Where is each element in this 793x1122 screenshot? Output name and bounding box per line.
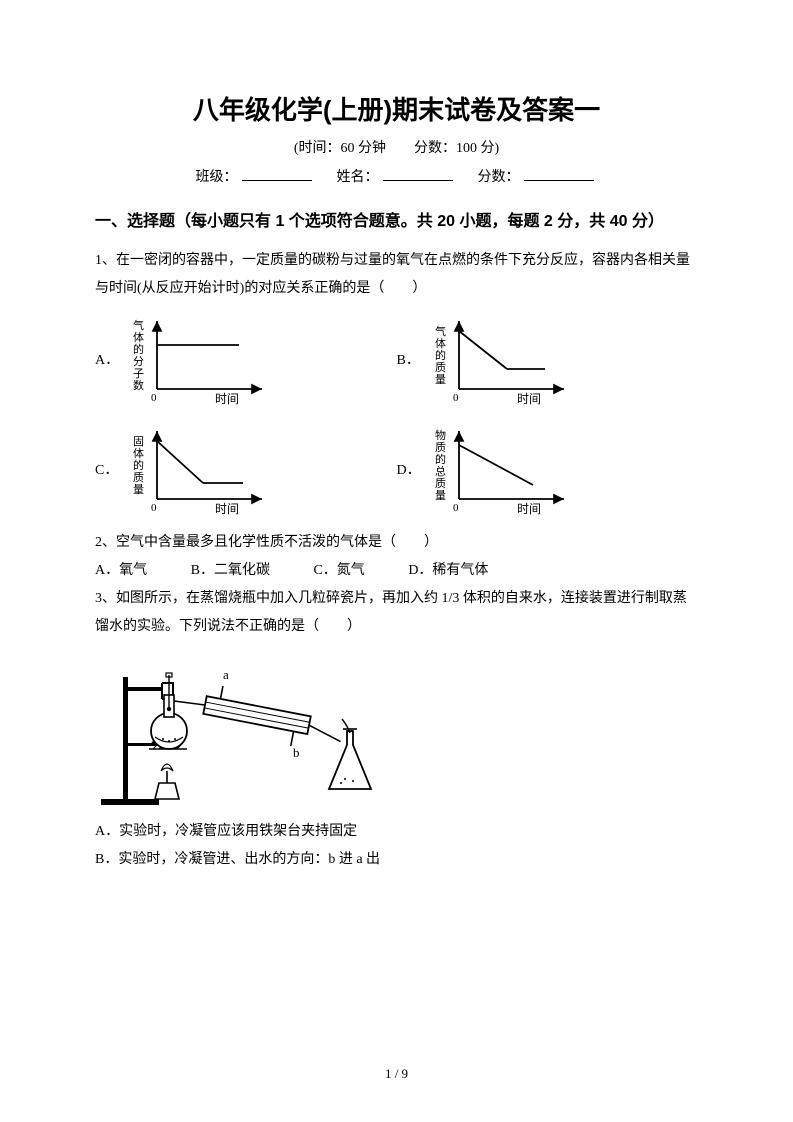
svg-text:气: 气 [133, 318, 144, 332]
page-number: 1 / 9 [0, 1066, 793, 1082]
info-line: 班级： 姓名： 分数： [95, 165, 698, 186]
svg-text:时间: 时间 [517, 392, 541, 406]
q1-chart-row-1: A． 气 体 的 分 子 数 0 时间 B． 气 体 的 质 量 0 [95, 309, 698, 409]
q1-A-label: A． [95, 349, 123, 369]
name-label: 姓名： [337, 170, 379, 185]
svg-text:气: 气 [435, 324, 446, 338]
section-1-head: 一、选择题（每小题只有 1 个选项符合题意。共 20 小题，每题 2 分，共 4… [95, 204, 698, 241]
q1-B-label: B． [397, 349, 425, 369]
svg-text:的: 的 [133, 342, 144, 356]
q1-C-label: C． [95, 459, 123, 479]
class-label: 班级： [196, 170, 238, 185]
svg-text:的: 的 [133, 458, 144, 472]
svg-text:质: 质 [435, 477, 446, 490]
svg-text:固: 固 [133, 435, 144, 448]
svg-text:0: 0 [453, 392, 459, 404]
q1-chart-row-2: C． 固 体 的 质 量 0 时间 D． 物 质 的 总 质 量 0 [95, 419, 698, 519]
svg-text:总: 总 [435, 464, 446, 478]
q1-chart-A: 气 体 的 分 子 数 0 时间 [123, 309, 278, 409]
svg-text:质: 质 [435, 361, 446, 374]
svg-text:的: 的 [435, 348, 446, 362]
svg-text:物: 物 [435, 428, 446, 442]
q3-opt-B: B．实验时，冷凝管进、出水的方向：b 进 a 出 [95, 846, 698, 874]
q1-D-label: D． [397, 459, 425, 479]
q3-text: 3、如图所示，在蒸馏烧瓶中加入几粒碎瓷片，再加入约 1/3 体积的自来水，连接装… [95, 585, 698, 641]
q2-opts: A．氧气 B．二氧化碳 C．氮气 D．稀有气体 [95, 557, 698, 585]
q1-chart-D: 物 质 的 总 质 量 0 时间 [425, 419, 580, 519]
svg-text:体: 体 [133, 446, 144, 460]
svg-text:b: b [293, 745, 300, 760]
svg-text:a: a [223, 667, 229, 682]
q2-opt-A: A．氧气 [95, 557, 147, 585]
svg-text:量: 量 [435, 489, 446, 502]
svg-text:的: 的 [435, 452, 446, 466]
svg-text:时间: 时间 [215, 502, 239, 516]
svg-text:0: 0 [151, 502, 157, 514]
subtitle: (时间：60 分钟 分数：100 分) [95, 137, 698, 157]
svg-text:0: 0 [151, 392, 157, 404]
page-title: 八年级化学(上册)期末试卷及答案一 [95, 90, 698, 127]
q2-opt-D: D．稀有气体 [408, 557, 488, 585]
q3-opt-A: A．实验时，冷凝管应该用铁架台夹持固定 [95, 818, 698, 846]
q2-opt-B: B．二氧化碳 [191, 557, 270, 585]
svg-text:子: 子 [133, 367, 144, 380]
class-blank[interactable] [242, 165, 312, 181]
q1-chart-C: 固 体 的 质 量 0 时间 [123, 419, 278, 519]
svg-text:质: 质 [435, 441, 446, 454]
score-label: 分数： [478, 170, 520, 185]
svg-text:0: 0 [453, 502, 459, 514]
q2-opt-C: C．氮气 [313, 557, 364, 585]
q2-text: 2、空气中含量最多且化学性质不活泼的气体是（ ） [95, 529, 698, 557]
svg-text:体: 体 [435, 336, 446, 350]
svg-text:分: 分 [133, 355, 144, 368]
svg-text:量: 量 [133, 483, 144, 496]
svg-text:量: 量 [435, 373, 446, 386]
name-blank[interactable] [383, 165, 453, 181]
svg-text:体: 体 [133, 330, 144, 344]
svg-text:质: 质 [133, 471, 144, 484]
svg-text:时间: 时间 [215, 392, 239, 406]
svg-text:数: 数 [133, 379, 144, 392]
score-blank[interactable] [524, 165, 594, 181]
svg-text:时间: 时间 [517, 502, 541, 516]
q3-figure: a b [95, 649, 698, 814]
q1-chart-B: 气 体 的 质 量 0 时间 [425, 309, 580, 409]
q1-text: 1、在一密闭的容器中，一定质量的碳粉与过量的氧气在点燃的条件下充分反应，容器内各… [95, 247, 698, 303]
